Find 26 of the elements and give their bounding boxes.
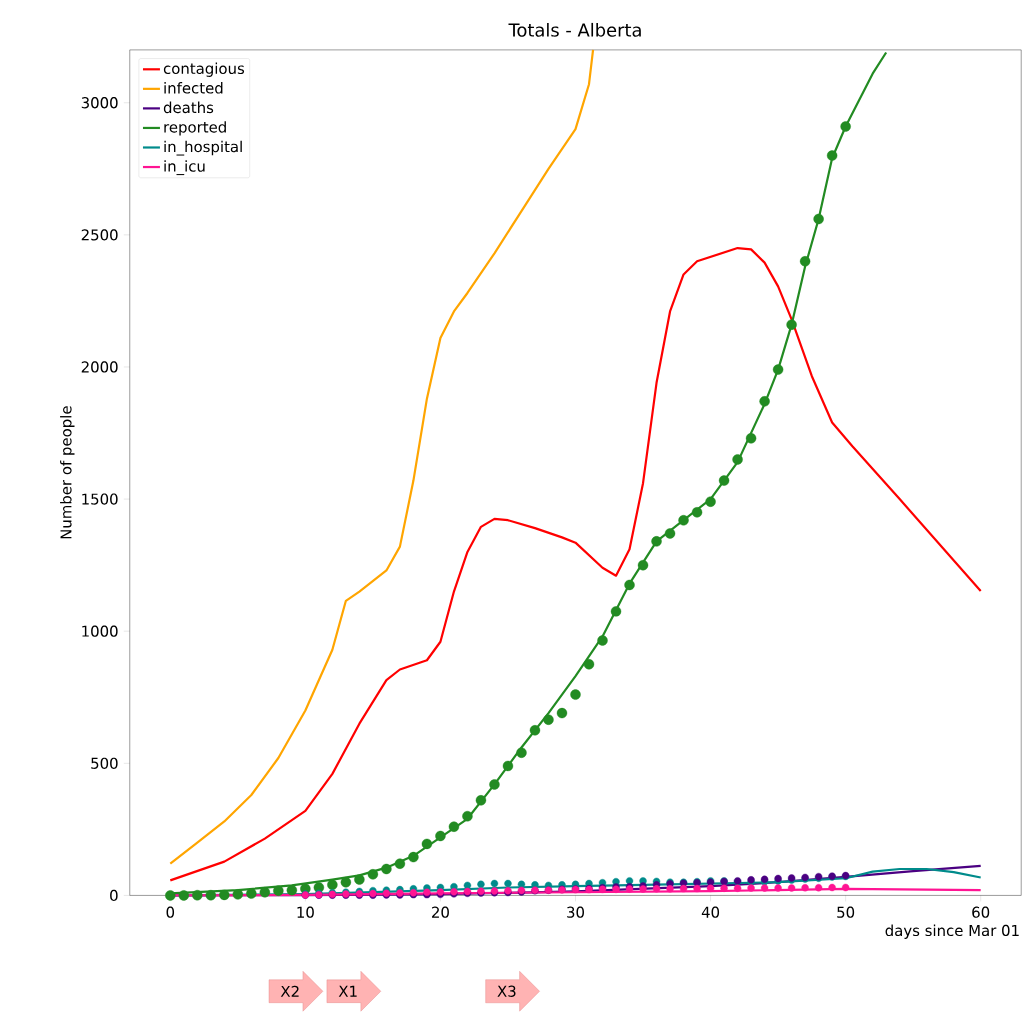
x-tick-label: 60 — [972, 906, 990, 918]
legend-label: infected — [164, 81, 223, 94]
y-axis-title: Number of people — [60, 406, 75, 539]
legend-label: in_icu — [164, 160, 205, 175]
chart-title: Totals - Alberta — [508, 22, 641, 37]
y-tick-label: 500 — [91, 757, 118, 769]
legend-label: contagious — [163, 62, 245, 77]
legend-label: in_hospital — [164, 140, 242, 156]
x-tick-label: 50 — [837, 906, 855, 918]
x-axis-title: days since Mar 01 — [885, 924, 1019, 939]
x-tick-label: 20 — [432, 906, 449, 918]
x-tick-label: 40 — [701, 906, 720, 918]
x-tick-label: 30 — [567, 906, 584, 918]
y-tick-label: 0 — [110, 889, 118, 901]
y-tick-label: 3000 — [81, 97, 118, 109]
y-tick-label: 2500 — [81, 229, 118, 241]
x-tick-label: 0 — [166, 906, 175, 918]
y-tick-label: 2000 — [81, 361, 118, 373]
legend-label: deaths — [163, 101, 214, 114]
y-tick-label: 1000 — [82, 625, 118, 637]
y-tick-label: 1500 — [82, 493, 118, 505]
text: X2 — [280, 985, 299, 997]
legend-label: reported — [164, 121, 226, 136]
x-tick-label: 10 — [297, 906, 314, 918]
text: X1 — [338, 985, 357, 997]
text: X3 — [497, 985, 516, 997]
